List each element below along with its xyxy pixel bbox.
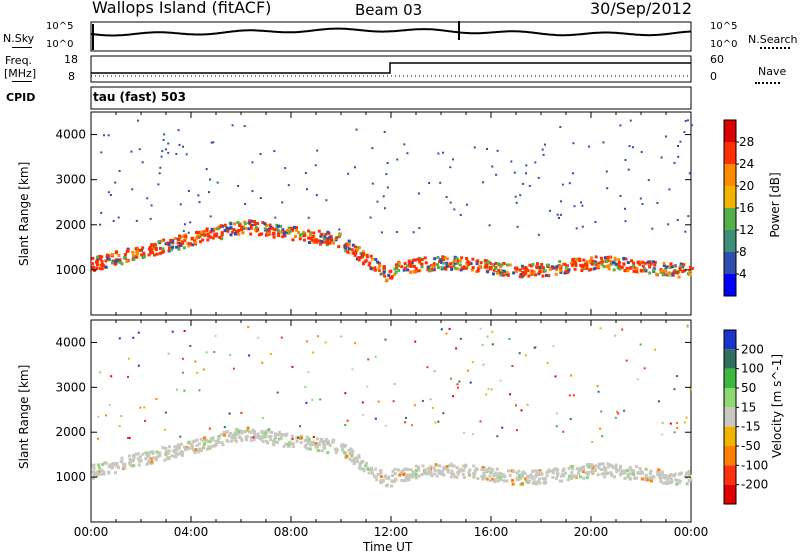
velocity-colorbar-tick-label: -200 (741, 478, 768, 492)
power-ytick-label: 4000 (55, 128, 86, 142)
velocity-colorbar-segment (724, 426, 736, 446)
power-colorbar-segment (724, 274, 736, 296)
time-tick-label: 20:00 (574, 525, 609, 539)
power-colorbar-tick-label: 28 (739, 135, 754, 149)
nsearch-label: N.Search (748, 33, 798, 46)
power-colorbar-tick-label: 8 (739, 245, 747, 259)
freq-trace (91, 62, 691, 74)
station-title: Wallops Island (fitACF) (92, 0, 272, 17)
power-colorbar-segment (724, 252, 736, 274)
power-scatter-points (99, 119, 693, 236)
power-colorbar-segment (724, 164, 736, 186)
time-tick-label: 04:00 (174, 525, 209, 539)
velocity-colorbar-segment (724, 446, 736, 466)
time-tick-label: 16:00 (474, 525, 509, 539)
nsearch-tick-bottom: 10^0 (710, 39, 738, 50)
velocity-colorbar-tick-label: -15 (741, 420, 761, 434)
nsky-trace (90, 27, 692, 37)
nsky-line (12, 47, 32, 48)
velocity-colorbar-frame (723, 329, 737, 505)
time-tick-label: 12:00 (374, 525, 409, 539)
nave-line (755, 82, 780, 84)
nave-label: Nave (758, 65, 787, 78)
nsky-box (90, 21, 692, 52)
velocity-colorbar-segment (724, 465, 736, 485)
power-plot-frame (90, 111, 692, 316)
velocity-colorbar-segment (724, 484, 736, 504)
freq-box (90, 55, 692, 83)
velocity-colorbar-segment (724, 349, 736, 369)
beam-title: Beam 03 (355, 1, 423, 19)
nsky-tick-top: 10^5 (46, 21, 74, 32)
velocity-colorbar-tick-label: 200 (741, 342, 764, 356)
cpid-value: tau (fast) 503 (93, 90, 186, 104)
power-colorbar-tick-label: 12 (739, 223, 754, 237)
velocity-colorbar-tick-label: -50 (741, 439, 761, 453)
velocity-colorbar-segment (724, 407, 736, 427)
velocity-colorbar-tick-label: 50 (741, 381, 756, 395)
power-colorbar-tick-label: 20 (739, 179, 754, 193)
power-colorbar-tick-label: 16 (739, 201, 754, 215)
cpid-label: CPID (6, 91, 36, 104)
power-colorbar-segment (724, 120, 736, 142)
power-colorbar-tick-label: 4 (739, 267, 747, 281)
velocity-colorbar-segment (724, 330, 736, 350)
time-tick-label: 00:00 (74, 525, 109, 539)
velocity-plot-frame (90, 319, 692, 523)
power-ytick-label: 2000 (55, 218, 86, 232)
time-tick-label: 00:00 (674, 525, 709, 539)
velocity-colorbar-tick-label: 15 (741, 400, 756, 414)
freq-label: Freq. (5, 54, 33, 67)
velocity-ytick-label: 3000 (55, 380, 86, 394)
nsky-label: N.Sky (3, 32, 35, 45)
velocity-colorbar-segment (724, 388, 736, 408)
velocity-echo-band (91, 426, 693, 488)
power-colorbar-segment (724, 186, 736, 208)
freq-tick-top: 18 (64, 53, 78, 66)
power-colorbar-segment (724, 230, 736, 252)
velocity-ytick-label: 1000 (55, 470, 86, 484)
date-title: 30/Sep/2012 (590, 0, 693, 18)
power-colorbar-segment (724, 142, 736, 164)
nsearch-tick-top: 10^5 (710, 21, 738, 32)
nave-tick-bottom: 0 (710, 70, 717, 83)
power-ytick-label: 1000 (55, 263, 86, 277)
power-ytick-label: 3000 (55, 173, 86, 187)
velocity-colorbar-segment (724, 368, 736, 388)
power-echo-band (91, 219, 694, 283)
velocity-colorbar-tick-label: 100 (741, 362, 764, 376)
velocity-colorbar-tick-label: -100 (741, 458, 768, 472)
velocity-ytick-label: 2000 (55, 425, 86, 439)
time-axis-label: Time UT (363, 540, 413, 554)
power-colorbar-segment (724, 208, 736, 230)
nave-tick-top: 60 (710, 53, 724, 66)
velocity-scatter-points (97, 324, 692, 443)
cpid-box (90, 86, 692, 110)
time-tick-label: 08:00 (274, 525, 309, 539)
freq-tick-bottom: 8 (68, 70, 75, 83)
velocity-ytick-label: 4000 (55, 335, 86, 349)
power-colorbar-tick-label: 24 (739, 157, 754, 171)
nsearch-line (760, 47, 790, 49)
freq-units: [MHz] (4, 67, 37, 80)
freq-line (12, 81, 32, 82)
nsky-tick-bottom: 10^0 (46, 39, 74, 50)
